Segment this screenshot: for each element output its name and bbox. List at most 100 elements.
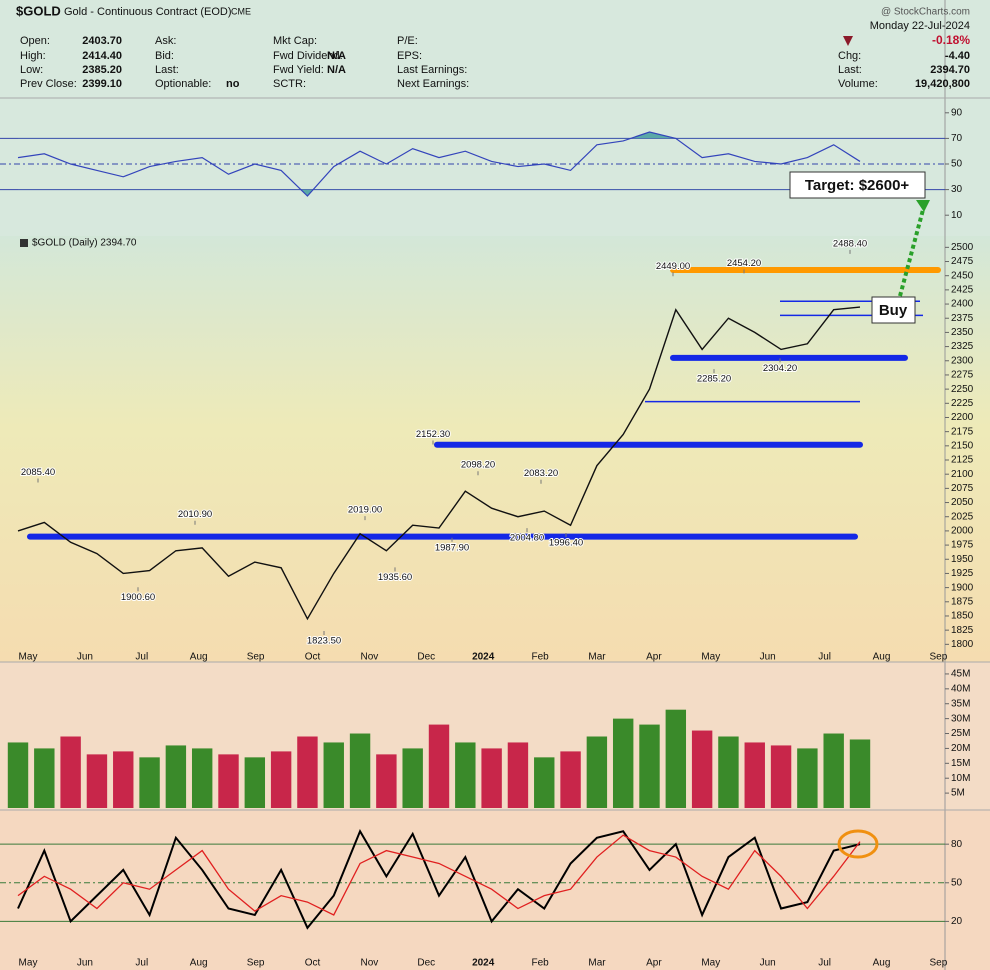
field-value: no <box>226 78 240 90</box>
x-tick-label: May <box>701 958 720 969</box>
field-label: Next Earnings: <box>397 78 469 90</box>
x-tick-label: Mar <box>588 652 606 663</box>
y-tick-label: 1975 <box>951 540 974 551</box>
price-annotation: 1996.40 <box>549 537 583 548</box>
date: Monday 22-Jul-2024 <box>870 20 970 32</box>
price-annotation: 2152.30 <box>416 429 450 440</box>
rsi-fill <box>300 189 314 196</box>
x-tick-label: Oct <box>305 958 321 969</box>
volume-bar <box>34 748 55 808</box>
x-tick-label: Sep <box>930 652 948 663</box>
volume-bar <box>7 742 29 808</box>
y-tick-label: 50 <box>951 159 963 170</box>
field-label: P/E: <box>397 35 418 47</box>
x-tick-label: 2024 <box>472 958 495 969</box>
volume-bar <box>455 742 476 808</box>
stochastic-panel <box>0 810 990 970</box>
x-tick-label: Aug <box>873 652 891 663</box>
callouts: Target: $2600+ Buy <box>789 171 930 859</box>
y-tick-label: 45M <box>951 669 970 680</box>
field-label: Chg: <box>838 50 861 62</box>
volume-bar <box>428 724 450 808</box>
y-tick-label: 2275 <box>951 370 974 381</box>
price-annotation: 2019.00 <box>348 505 382 516</box>
price-annotation: 2004.80 <box>510 533 544 544</box>
y-tick-label: 2450 <box>951 270 974 281</box>
y-tick-label: 80 <box>951 839 963 850</box>
y-tick-label: 2475 <box>951 256 974 267</box>
x-tick-label: Mar <box>588 958 606 969</box>
x-tick-label: Apr <box>646 958 662 969</box>
volume-bar <box>86 754 108 808</box>
y-tick-label: 1825 <box>951 625 974 636</box>
field-label: Optionable: <box>155 78 211 90</box>
price-annotation: 1900.60 <box>121 592 155 603</box>
x-tick-label: May <box>701 652 720 663</box>
price-annotation: 1935.60 <box>378 572 412 583</box>
y-tick-label: 1875 <box>951 596 974 607</box>
volume-bar <box>770 745 792 808</box>
volume-bar <box>744 742 765 808</box>
x-tick-label: Aug <box>190 652 208 663</box>
volume-bar <box>797 748 818 808</box>
y-tick-label: 2150 <box>951 440 974 451</box>
exchange: CME <box>231 6 251 16</box>
y-tick-label: 30M <box>951 713 970 724</box>
volume-bar <box>270 751 292 808</box>
y-tick-label: 40M <box>951 683 970 694</box>
y-tick-label: 2425 <box>951 285 974 296</box>
y-tick-label: 25M <box>951 728 970 739</box>
price-annotation: 2098.20 <box>461 460 495 471</box>
y-tick-label: 2100 <box>951 469 974 480</box>
field-label: Last Earnings: <box>397 64 467 76</box>
y-tick-label: 2250 <box>951 384 974 395</box>
price-annotation: 2285.20 <box>697 374 731 385</box>
price-annotation: 2010.90 <box>178 509 212 520</box>
volume-bar <box>849 739 871 808</box>
field-label: Last: <box>155 64 179 76</box>
volume-bar <box>60 736 81 808</box>
y-tick-label: 2200 <box>951 412 974 423</box>
y-tick-label: 50 <box>951 877 963 888</box>
price-annotation: 2454.20 <box>727 258 761 269</box>
target-label: Target: $2600+ <box>805 177 910 194</box>
price-title: $GOLD (Daily) 2394.70 <box>32 238 137 249</box>
target-arrow <box>898 205 926 297</box>
y-tick-label: 1950 <box>951 554 974 565</box>
price-annotation: 1987.90 <box>435 542 469 553</box>
x-tick-label: Dec <box>417 958 435 969</box>
y-tick-label: 1800 <box>951 639 974 650</box>
x-tick-label: Aug <box>873 958 891 969</box>
volume-bar <box>244 757 266 808</box>
source: @ StockCharts.com <box>881 7 970 18</box>
volume-bar <box>297 736 318 808</box>
x-tick-label: Dec <box>417 652 435 663</box>
stochastic-line <box>17 829 861 930</box>
x-tick-label: Feb <box>531 958 549 969</box>
field-label: Fwd Dividend: <box>273 50 343 62</box>
y-tick-label: 2325 <box>951 341 974 352</box>
x-tick-label: May <box>19 652 38 663</box>
symbol: $GOLD <box>16 3 61 18</box>
field-label: Ask: <box>155 35 176 47</box>
y-tick-label: 2375 <box>951 313 974 324</box>
buy-label: Buy <box>879 302 908 319</box>
field-label: Bid: <box>155 50 174 62</box>
y-tick-label: 2050 <box>951 497 974 508</box>
field-label: Prev Close: <box>20 78 77 90</box>
price-annotation: 2488.40 <box>833 238 867 249</box>
legend-swatch <box>20 239 28 247</box>
volume-bar <box>376 754 397 808</box>
volume-bar <box>165 745 187 808</box>
field-value: 2394.70 <box>930 64 970 76</box>
target-box <box>789 171 926 199</box>
x-tick-label: Nov <box>361 652 379 663</box>
highlight-circle <box>837 829 879 859</box>
y-tick-label: 2025 <box>951 511 974 522</box>
y-tick-label: 20M <box>951 743 970 754</box>
arrowhead <box>916 200 930 212</box>
field-value: 2403.70 <box>82 35 122 47</box>
volume-bar <box>586 736 608 808</box>
field-label: High: <box>20 50 46 62</box>
